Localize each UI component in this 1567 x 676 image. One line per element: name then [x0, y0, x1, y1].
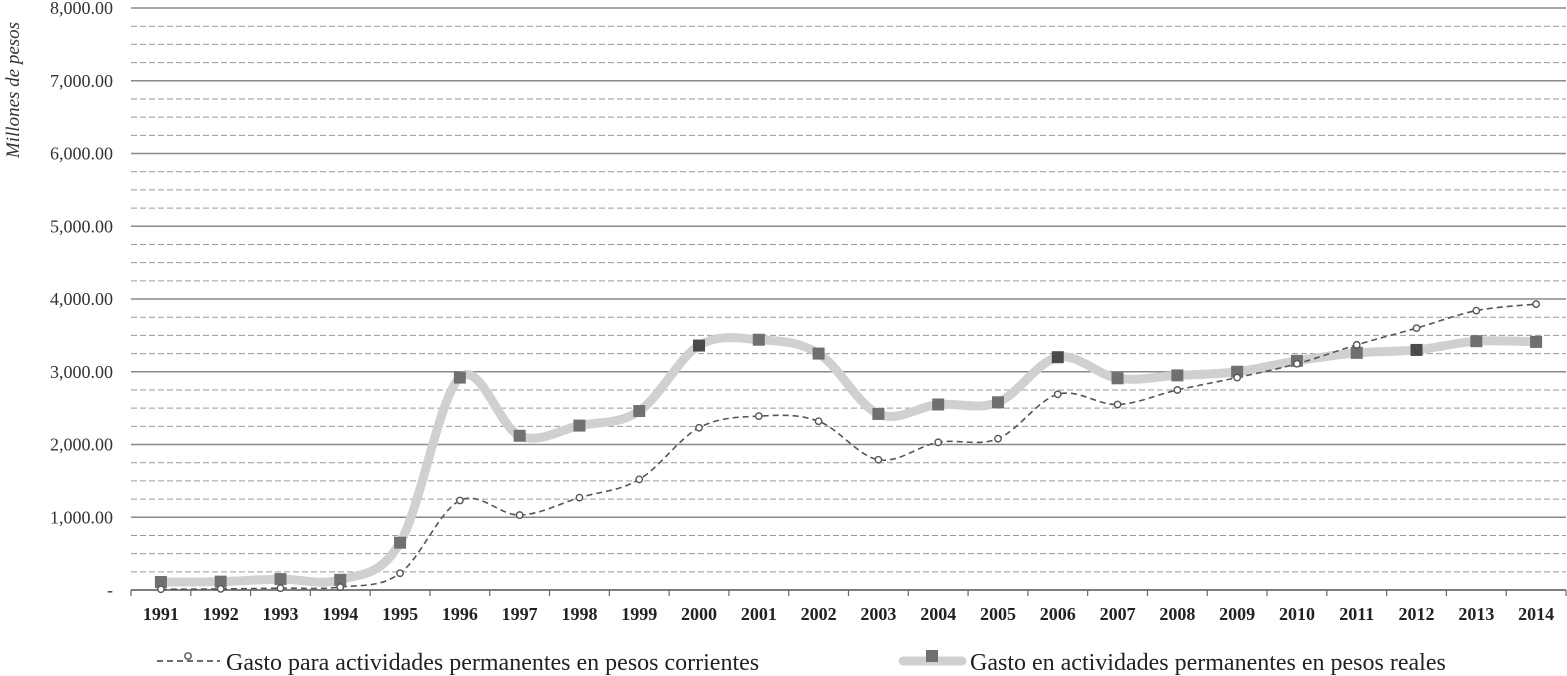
legend: Gasto para actividades permanentes en pe…: [157, 650, 1446, 676]
data-point-corrientes: [455, 496, 464, 505]
x-tick-label: 1993: [262, 604, 298, 624]
data-point-corrientes: [216, 585, 225, 593]
series-line-corrientes: [160, 303, 1537, 591]
data-point-corrientes: [396, 569, 404, 578]
x-tick-label: 1998: [561, 604, 597, 624]
x-tick-label: 1994: [322, 604, 358, 624]
y-tick-label: 8,000.00: [50, 0, 113, 18]
data-point-reales: [453, 371, 466, 384]
x-tick-label: 2012: [1399, 604, 1435, 624]
legend-marker-corrientes: [184, 652, 192, 660]
data-point-reales: [991, 396, 1004, 409]
data-point-reales: [394, 536, 407, 549]
data-point-corrientes: [515, 511, 524, 519]
series-layer: [154, 300, 1543, 594]
legend-label-reales: Gasto en actividades permanentes en peso…: [970, 650, 1446, 676]
legend-marker-reales: [926, 650, 938, 662]
x-tick-label: 2011: [1339, 604, 1374, 624]
y-tick-label: 2,000.00: [50, 435, 113, 455]
data-point-corrientes: [1412, 324, 1421, 332]
data-point-reales: [214, 575, 227, 588]
data-point-corrientes: [994, 434, 1002, 443]
data-point-reales: [872, 407, 885, 420]
data-point-corrientes: [1532, 300, 1541, 308]
legend-label-corrientes: Gasto para actividades permanentes en pe…: [226, 650, 759, 676]
grid: [131, 7, 1566, 591]
data-point-corrientes: [874, 455, 883, 464]
data-point-reales: [1111, 372, 1124, 385]
data-point-reales: [573, 419, 586, 432]
data-point-corrientes: [1173, 386, 1182, 394]
data-point-corrientes: [1113, 400, 1122, 409]
x-tick-label: 2000: [681, 604, 717, 624]
x-axis: 1991 1992 1993 1994 1995 1996 1997 1998 1999 2000…: [130, 589, 1567, 624]
y-tick-label: 7,000.00: [50, 71, 113, 91]
data-point-corrientes: [1233, 373, 1242, 382]
data-point-reales: [1530, 335, 1543, 348]
data-point-reales: [1410, 343, 1423, 356]
data-point-reales: [274, 573, 287, 586]
x-tick-label: 1991: [143, 604, 179, 624]
data-point-corrientes: [1472, 306, 1481, 315]
data-point-reales: [633, 405, 646, 418]
x-tick-label: 2003: [860, 604, 896, 624]
y-tick-label: 3,000.00: [50, 362, 113, 382]
data-point-reales: [334, 573, 347, 586]
y-tick-label: 1,000.00: [50, 507, 113, 527]
x-tick-label: 2006: [1040, 604, 1076, 624]
data-point-reales: [1470, 335, 1483, 348]
x-tick-label: 2013: [1458, 604, 1494, 624]
x-tick-label: 1999: [621, 604, 657, 624]
data-point-corrientes: [814, 417, 823, 426]
x-tick-label: 2002: [801, 604, 837, 624]
x-tick-label: 2014: [1518, 604, 1554, 624]
x-tick-label: 2008: [1159, 604, 1195, 624]
y-tick-label: 6,000.00: [50, 144, 113, 164]
data-point-reales: [1171, 369, 1184, 382]
data-point-corrientes: [1293, 359, 1301, 368]
data-point-reales: [1051, 351, 1064, 364]
series-line-reales: [156, 333, 1541, 587]
y-tick-label: 4,000.00: [50, 289, 113, 309]
x-tick-label: 2001: [741, 604, 777, 624]
x-tick-label: 1995: [382, 604, 418, 624]
x-tick-label: 2005: [980, 604, 1016, 624]
data-point-reales: [1231, 365, 1244, 378]
data-point-corrientes: [695, 423, 703, 432]
x-tick-label: 1996: [442, 604, 478, 624]
data-point-reales: [752, 333, 765, 346]
data-point-reales: [693, 339, 706, 352]
data-point-corrientes: [635, 475, 644, 484]
data-point-reales: [812, 347, 825, 360]
data-point-corrientes: [575, 493, 584, 502]
data-point-reales: [154, 575, 167, 588]
y-axis-label: Millones de pesos: [3, 22, 24, 159]
y-tick-label: 5,000.00: [50, 216, 113, 236]
y-tick-label: -: [107, 580, 113, 600]
x-tick-label: 1997: [502, 604, 538, 624]
data-point-reales: [513, 429, 526, 442]
x-tick-label: 2004: [920, 604, 956, 624]
data-point-corrientes: [934, 438, 943, 447]
data-point-reales: [932, 398, 945, 411]
y-axis-ticks: - 1,000.00 2,000.00 3,000.00 4,000.00 5,000.0…: [50, 0, 113, 600]
data-point-corrientes: [1053, 390, 1062, 399]
data-point-corrientes: [754, 412, 763, 421]
data-point-corrientes: [1352, 340, 1361, 349]
data-point-corrientes: [336, 583, 345, 591]
x-tick-label: 2009: [1219, 604, 1255, 624]
data-point-corrientes: [156, 585, 165, 594]
x-tick-label: 2007: [1100, 604, 1136, 624]
data-point-reales: [1350, 346, 1363, 359]
x-tick-label: 2010: [1279, 604, 1315, 624]
data-point-corrientes: [276, 584, 285, 593]
x-tick-label: 1992: [203, 604, 239, 624]
